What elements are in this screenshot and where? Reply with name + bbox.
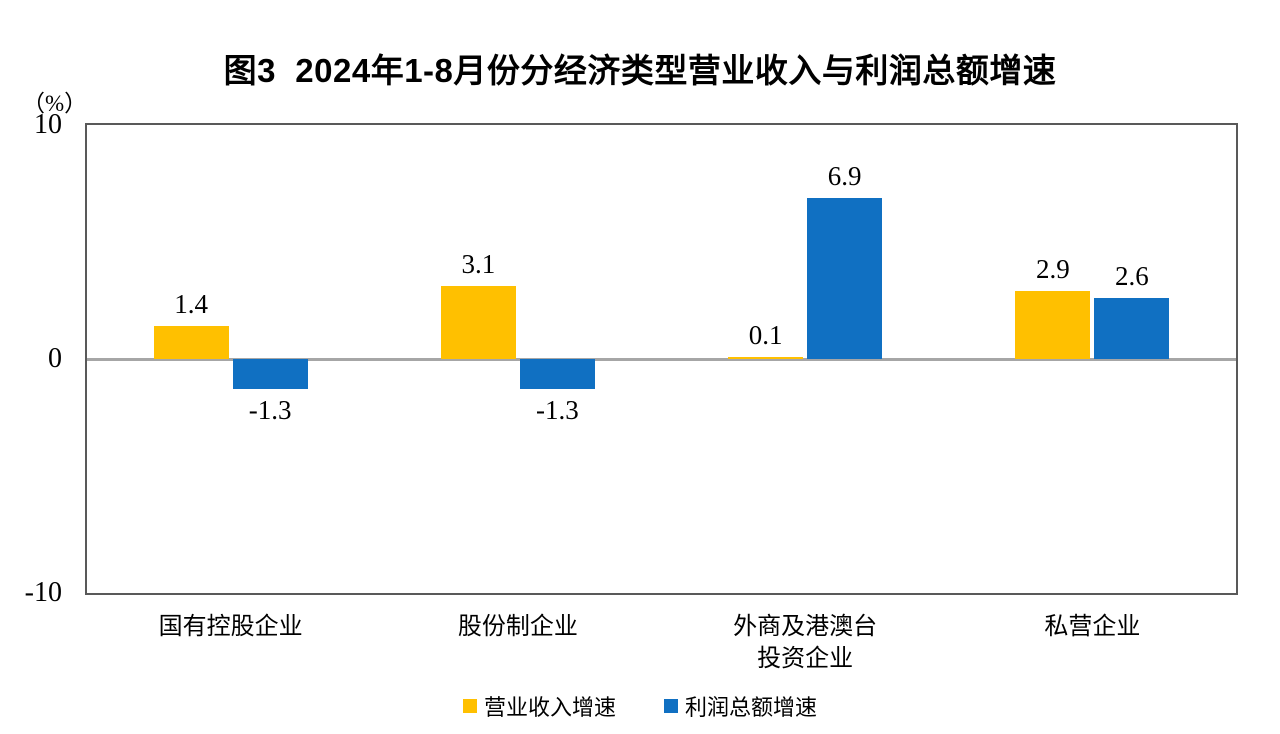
bar-series0-group3: [1015, 291, 1091, 359]
y-axis-unit-label: （%）: [22, 91, 88, 116]
plot-area: 1.4 -1.3 3.1 -1.3 0.1 6.9 2.9 2.6: [85, 123, 1238, 595]
legend-swatch-icon: [462, 699, 477, 713]
value-label: 2.6: [1115, 261, 1149, 292]
plot-inner: 1.4 -1.3 3.1 -1.3 0.1 6.9 2.9 2.6: [87, 125, 1236, 593]
value-label: 1.4: [174, 289, 208, 320]
legend-item: 利润总额增速: [664, 690, 817, 722]
y-tick: -10: [24, 577, 62, 608]
value-label: 0.1: [748, 319, 783, 350]
bar-series0-group1: [440, 286, 516, 359]
category-label: 股份制企业: [457, 614, 578, 640]
bar-series1-group0: [232, 359, 308, 390]
value-label: 6.9: [827, 160, 862, 191]
legend-label: 利润总额增速: [685, 695, 818, 720]
legend-item: 营业收入增速: [462, 690, 616, 722]
bar-series0-group0: [153, 326, 229, 359]
bar-series1-group3: [1094, 298, 1170, 359]
x-axis-labels: 国有控股企业 股份制企业 外商及港澳台 投资企业 私营企业: [87, 611, 1236, 683]
bar-series0-group2: [728, 356, 804, 359]
bar-series1-group2: [807, 197, 883, 359]
legend-swatch-icon: [664, 699, 678, 713]
value-label: -1.3: [536, 395, 579, 426]
category-label: 国有控股企业: [158, 614, 303, 640]
y-tick: 0: [48, 343, 62, 374]
value-label: 2.9: [1036, 254, 1070, 285]
value-label: 3.1: [461, 249, 496, 280]
legend-label: 营业收入增速: [483, 695, 616, 720]
chart-title: 图3 2024年1-8月份分经济类型营业收入与利润总额增速: [223, 52, 1057, 89]
value-label: -1.3: [248, 395, 292, 426]
bar-series1-group1: [519, 359, 595, 390]
legend: 营业收入增速 利润总额增速: [0, 690, 1280, 722]
category-label: 外商及港澳台 投资企业: [733, 614, 878, 672]
category-label: 私营企业: [1044, 614, 1141, 640]
y-tick: 10: [34, 109, 62, 140]
zero-baseline: [87, 357, 1236, 361]
